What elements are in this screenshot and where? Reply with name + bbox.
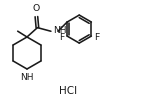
Text: NH: NH (20, 73, 34, 82)
Text: F: F (94, 33, 99, 42)
Text: O: O (33, 4, 40, 13)
Text: HCl: HCl (59, 86, 77, 96)
Text: F: F (59, 33, 65, 42)
Text: NH: NH (53, 26, 67, 35)
